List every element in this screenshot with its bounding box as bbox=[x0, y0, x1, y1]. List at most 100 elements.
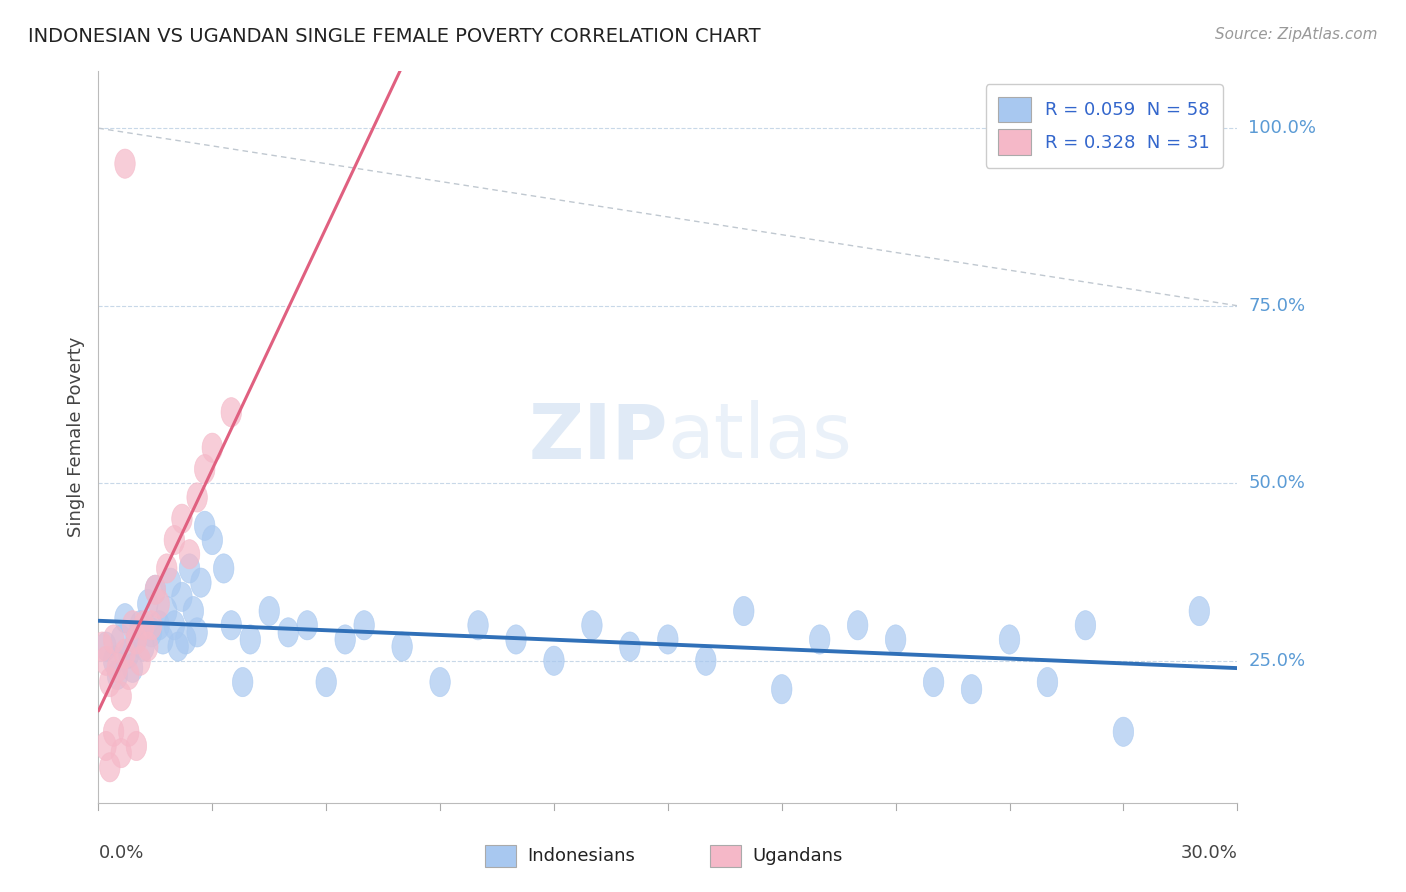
Ellipse shape bbox=[259, 597, 280, 625]
Ellipse shape bbox=[886, 624, 905, 654]
Ellipse shape bbox=[129, 611, 150, 640]
Ellipse shape bbox=[696, 646, 716, 675]
Ellipse shape bbox=[240, 624, 260, 654]
Ellipse shape bbox=[156, 597, 177, 625]
Ellipse shape bbox=[165, 525, 184, 555]
Ellipse shape bbox=[149, 590, 169, 618]
Ellipse shape bbox=[1038, 667, 1057, 697]
Ellipse shape bbox=[118, 639, 139, 668]
Ellipse shape bbox=[118, 717, 139, 747]
Ellipse shape bbox=[924, 667, 943, 697]
Text: 100.0%: 100.0% bbox=[1249, 120, 1316, 137]
Ellipse shape bbox=[232, 667, 253, 697]
Ellipse shape bbox=[165, 611, 184, 640]
Ellipse shape bbox=[107, 653, 128, 682]
Ellipse shape bbox=[180, 540, 200, 569]
Ellipse shape bbox=[107, 660, 128, 690]
Ellipse shape bbox=[134, 632, 155, 661]
Ellipse shape bbox=[620, 632, 640, 661]
Ellipse shape bbox=[122, 653, 143, 682]
Ellipse shape bbox=[134, 611, 155, 640]
Ellipse shape bbox=[214, 554, 233, 583]
Y-axis label: Single Female Poverty: Single Female Poverty bbox=[66, 337, 84, 537]
Ellipse shape bbox=[138, 590, 157, 618]
Ellipse shape bbox=[544, 646, 564, 675]
Ellipse shape bbox=[127, 731, 146, 761]
Ellipse shape bbox=[142, 618, 162, 647]
Ellipse shape bbox=[156, 554, 177, 583]
Ellipse shape bbox=[96, 632, 117, 661]
Ellipse shape bbox=[96, 731, 117, 761]
Ellipse shape bbox=[187, 618, 207, 647]
Ellipse shape bbox=[115, 149, 135, 178]
Ellipse shape bbox=[138, 632, 157, 661]
Text: INDONESIAN VS UGANDAN SINGLE FEMALE POVERTY CORRELATION CHART: INDONESIAN VS UGANDAN SINGLE FEMALE POVE… bbox=[28, 27, 761, 45]
Legend: R = 0.059  N = 58, R = 0.328  N = 31: R = 0.059 N = 58, R = 0.328 N = 31 bbox=[986, 84, 1223, 168]
Text: 75.0%: 75.0% bbox=[1249, 297, 1306, 315]
Ellipse shape bbox=[316, 667, 336, 697]
Ellipse shape bbox=[810, 624, 830, 654]
Ellipse shape bbox=[392, 632, 412, 661]
Ellipse shape bbox=[734, 597, 754, 625]
Ellipse shape bbox=[506, 624, 526, 654]
Text: ZIP: ZIP bbox=[529, 401, 668, 474]
Ellipse shape bbox=[1000, 624, 1019, 654]
Ellipse shape bbox=[167, 632, 188, 661]
Ellipse shape bbox=[658, 624, 678, 654]
Ellipse shape bbox=[183, 597, 204, 625]
Ellipse shape bbox=[145, 575, 166, 605]
Ellipse shape bbox=[1114, 717, 1133, 747]
Ellipse shape bbox=[180, 554, 200, 583]
Ellipse shape bbox=[194, 454, 215, 483]
Ellipse shape bbox=[187, 483, 207, 512]
Ellipse shape bbox=[962, 674, 981, 704]
Ellipse shape bbox=[111, 681, 131, 711]
Ellipse shape bbox=[104, 717, 124, 747]
Ellipse shape bbox=[122, 611, 143, 640]
Ellipse shape bbox=[172, 582, 193, 612]
Ellipse shape bbox=[297, 611, 318, 640]
Ellipse shape bbox=[202, 525, 222, 555]
Ellipse shape bbox=[468, 611, 488, 640]
Ellipse shape bbox=[194, 511, 215, 541]
Ellipse shape bbox=[104, 624, 124, 654]
Text: Source: ZipAtlas.com: Source: ZipAtlas.com bbox=[1215, 27, 1378, 42]
Text: 30.0%: 30.0% bbox=[1181, 845, 1237, 863]
Ellipse shape bbox=[354, 611, 374, 640]
Text: 0.0%: 0.0% bbox=[98, 845, 143, 863]
Ellipse shape bbox=[160, 568, 181, 598]
Ellipse shape bbox=[1076, 611, 1095, 640]
Text: Indonesians: Indonesians bbox=[527, 847, 636, 865]
Ellipse shape bbox=[202, 434, 222, 462]
Ellipse shape bbox=[142, 611, 162, 640]
Ellipse shape bbox=[176, 624, 195, 654]
Ellipse shape bbox=[100, 753, 120, 782]
Ellipse shape bbox=[96, 646, 117, 675]
Ellipse shape bbox=[91, 632, 112, 661]
Ellipse shape bbox=[278, 618, 298, 647]
Text: 50.0%: 50.0% bbox=[1249, 475, 1305, 492]
Ellipse shape bbox=[111, 739, 131, 768]
Ellipse shape bbox=[149, 611, 169, 640]
Ellipse shape bbox=[115, 639, 135, 668]
Ellipse shape bbox=[104, 646, 124, 675]
Ellipse shape bbox=[848, 611, 868, 640]
Ellipse shape bbox=[582, 611, 602, 640]
Ellipse shape bbox=[430, 667, 450, 697]
Ellipse shape bbox=[335, 624, 356, 654]
Ellipse shape bbox=[221, 398, 242, 427]
Ellipse shape bbox=[115, 604, 135, 632]
Ellipse shape bbox=[127, 624, 146, 654]
Ellipse shape bbox=[772, 674, 792, 704]
Ellipse shape bbox=[191, 568, 211, 598]
Text: atlas: atlas bbox=[668, 401, 852, 474]
Ellipse shape bbox=[100, 667, 120, 697]
Ellipse shape bbox=[111, 624, 131, 654]
Ellipse shape bbox=[118, 660, 139, 690]
Ellipse shape bbox=[129, 646, 150, 675]
Ellipse shape bbox=[145, 575, 166, 605]
Ellipse shape bbox=[127, 624, 146, 654]
Text: Ugandans: Ugandans bbox=[752, 847, 842, 865]
Text: 25.0%: 25.0% bbox=[1249, 652, 1306, 670]
Ellipse shape bbox=[1189, 597, 1209, 625]
